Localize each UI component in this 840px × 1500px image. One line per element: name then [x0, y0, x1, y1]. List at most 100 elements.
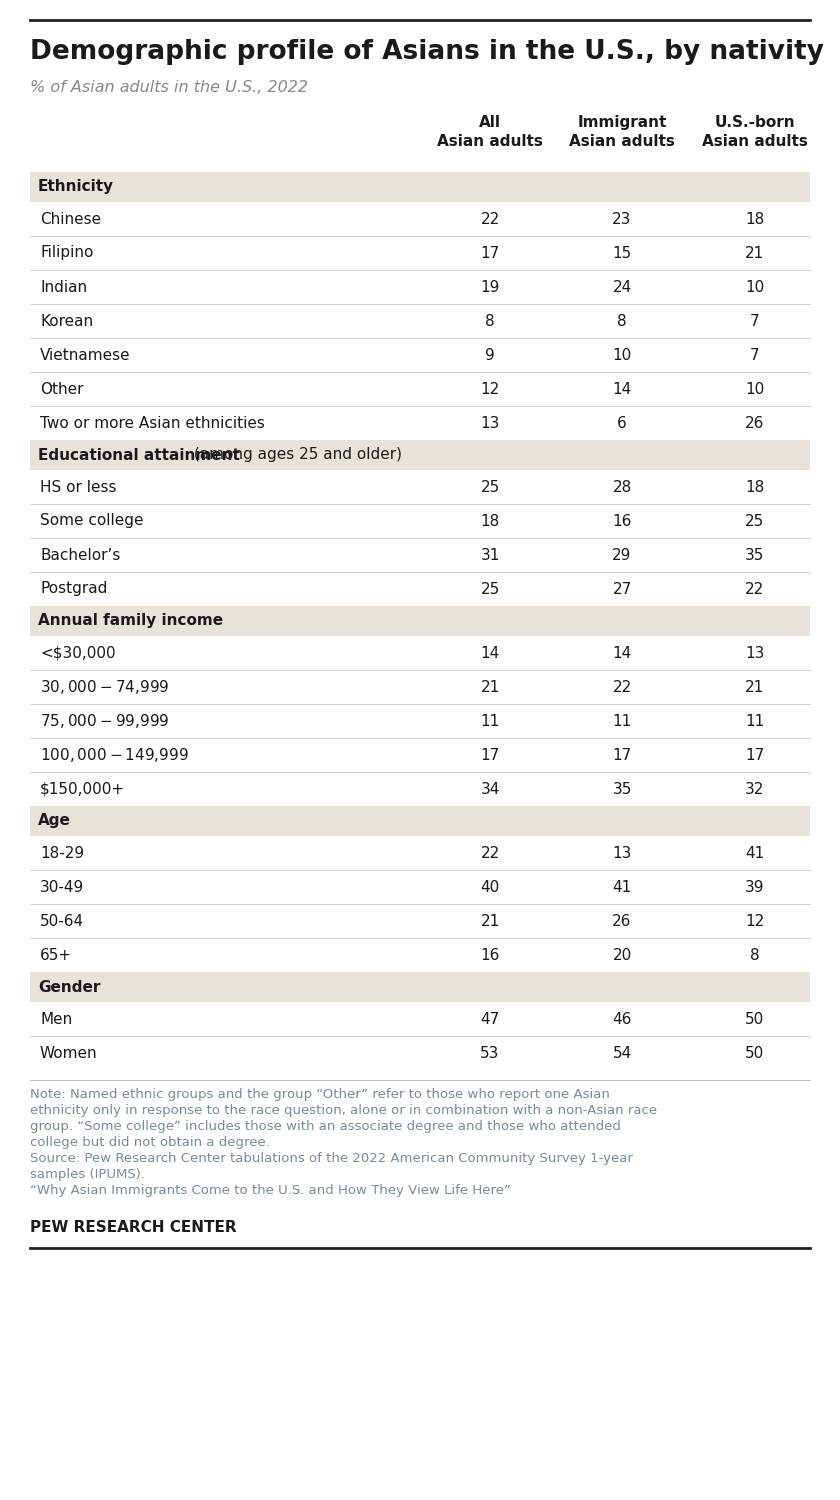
Text: Other: Other	[40, 381, 83, 396]
Text: 18: 18	[745, 211, 764, 226]
Text: 32: 32	[745, 782, 764, 796]
Text: 53: 53	[480, 1046, 500, 1060]
Text: 46: 46	[612, 1011, 632, 1026]
Text: 16: 16	[612, 513, 632, 528]
Text: 31: 31	[480, 548, 500, 562]
Text: Some college: Some college	[40, 513, 144, 528]
Text: 13: 13	[480, 416, 500, 430]
Text: Men: Men	[40, 1011, 72, 1026]
Text: 28: 28	[612, 480, 632, 495]
Text: 17: 17	[480, 747, 500, 762]
Text: HS or less: HS or less	[40, 480, 117, 495]
Text: 25: 25	[480, 480, 500, 495]
Text: 17: 17	[745, 747, 764, 762]
Text: 7: 7	[750, 348, 760, 363]
Text: 30-49: 30-49	[40, 879, 84, 894]
Text: 18: 18	[745, 480, 764, 495]
Text: 20: 20	[612, 948, 632, 963]
Text: 50: 50	[745, 1011, 764, 1026]
Text: Postgrad: Postgrad	[40, 582, 108, 597]
Text: 10: 10	[612, 348, 632, 363]
Bar	[30, 172, 810, 202]
Text: 14: 14	[612, 645, 632, 660]
Text: 9: 9	[486, 348, 495, 363]
Text: 27: 27	[612, 582, 632, 597]
Text: Age: Age	[38, 813, 71, 828]
Text: $30,000-$74,999: $30,000-$74,999	[40, 678, 170, 696]
Text: 40: 40	[480, 879, 500, 894]
Text: 35: 35	[745, 548, 764, 562]
Text: Korean: Korean	[40, 314, 93, 328]
Text: “Why Asian Immigrants Come to the U.S. and How They View Life Here”: “Why Asian Immigrants Come to the U.S. a…	[30, 1184, 511, 1197]
Text: 23: 23	[612, 211, 632, 226]
Text: 6: 6	[617, 416, 627, 430]
Text: 16: 16	[480, 948, 500, 963]
Text: Ethnicity: Ethnicity	[38, 180, 114, 195]
Text: 22: 22	[480, 846, 500, 861]
Text: 14: 14	[480, 645, 500, 660]
Text: Women: Women	[40, 1046, 97, 1060]
Text: 15: 15	[612, 246, 632, 261]
Text: Demographic profile of Asians in the U.S., by nativity: Demographic profile of Asians in the U.S…	[30, 39, 824, 64]
Text: 35: 35	[612, 782, 632, 796]
Text: 21: 21	[480, 680, 500, 694]
Text: $150,000+: $150,000+	[40, 782, 125, 796]
Text: 26: 26	[612, 914, 632, 928]
Text: group. “Some college” includes those with an associate degree and those who atte: group. “Some college” includes those wit…	[30, 1120, 621, 1132]
Text: samples (IPUMS).: samples (IPUMS).	[30, 1168, 145, 1180]
Text: 50-64: 50-64	[40, 914, 84, 928]
Bar	[30, 806, 810, 836]
Text: U.S.-born
Asian adults: U.S.-born Asian adults	[702, 114, 808, 150]
Text: 21: 21	[745, 680, 764, 694]
Text: 25: 25	[745, 513, 764, 528]
Text: 13: 13	[612, 846, 632, 861]
Text: 18: 18	[480, 513, 500, 528]
Text: Chinese: Chinese	[40, 211, 101, 226]
Text: 25: 25	[480, 582, 500, 597]
Text: 8: 8	[617, 314, 627, 328]
Text: 7: 7	[750, 314, 760, 328]
Bar	[30, 606, 810, 636]
Text: $100,000-$149,999: $100,000-$149,999	[40, 746, 189, 764]
Text: 18-29: 18-29	[40, 846, 84, 861]
Text: (among ages 25 and older): (among ages 25 and older)	[189, 447, 402, 462]
Text: 24: 24	[612, 279, 632, 294]
Text: ethnicity only in response to the race question, alone or in combination with a : ethnicity only in response to the race q…	[30, 1104, 657, 1118]
Text: $75,000-$99,999: $75,000-$99,999	[40, 712, 170, 730]
Text: 41: 41	[612, 879, 632, 894]
Text: Vietnamese: Vietnamese	[40, 348, 131, 363]
Text: 22: 22	[612, 680, 632, 694]
Text: Educational attainment: Educational attainment	[38, 447, 240, 462]
Text: 8: 8	[750, 948, 760, 963]
Text: 26: 26	[745, 416, 764, 430]
Text: 19: 19	[480, 279, 500, 294]
Text: 47: 47	[480, 1011, 500, 1026]
Text: 10: 10	[745, 381, 764, 396]
Text: Source: Pew Research Center tabulations of the 2022 American Community Survey 1-: Source: Pew Research Center tabulations …	[30, 1152, 633, 1166]
Text: 11: 11	[745, 714, 764, 729]
Text: Filipino: Filipino	[40, 246, 93, 261]
Text: 17: 17	[480, 246, 500, 261]
Text: Annual family income: Annual family income	[38, 614, 223, 628]
Bar	[30, 972, 810, 1002]
Text: 13: 13	[745, 645, 764, 660]
Text: 50: 50	[745, 1046, 764, 1060]
Text: 65+: 65+	[40, 948, 72, 963]
Text: Bachelor’s: Bachelor’s	[40, 548, 120, 562]
Text: Indian: Indian	[40, 279, 87, 294]
Text: 21: 21	[745, 246, 764, 261]
Text: 22: 22	[745, 582, 764, 597]
Text: 14: 14	[612, 381, 632, 396]
Text: Note: Named ethnic groups and the group “Other” refer to those who report one As: Note: Named ethnic groups and the group …	[30, 1088, 610, 1101]
Text: 8: 8	[486, 314, 495, 328]
Text: 29: 29	[612, 548, 632, 562]
Text: PEW RESEARCH CENTER: PEW RESEARCH CENTER	[30, 1220, 237, 1234]
Text: 41: 41	[745, 846, 764, 861]
Text: 21: 21	[480, 914, 500, 928]
Text: % of Asian adults in the U.S., 2022: % of Asian adults in the U.S., 2022	[30, 80, 308, 94]
Text: All
Asian adults: All Asian adults	[437, 114, 543, 150]
Text: Immigrant
Asian adults: Immigrant Asian adults	[569, 114, 675, 150]
Text: 39: 39	[745, 879, 764, 894]
Text: 54: 54	[612, 1046, 632, 1060]
Text: 11: 11	[612, 714, 632, 729]
